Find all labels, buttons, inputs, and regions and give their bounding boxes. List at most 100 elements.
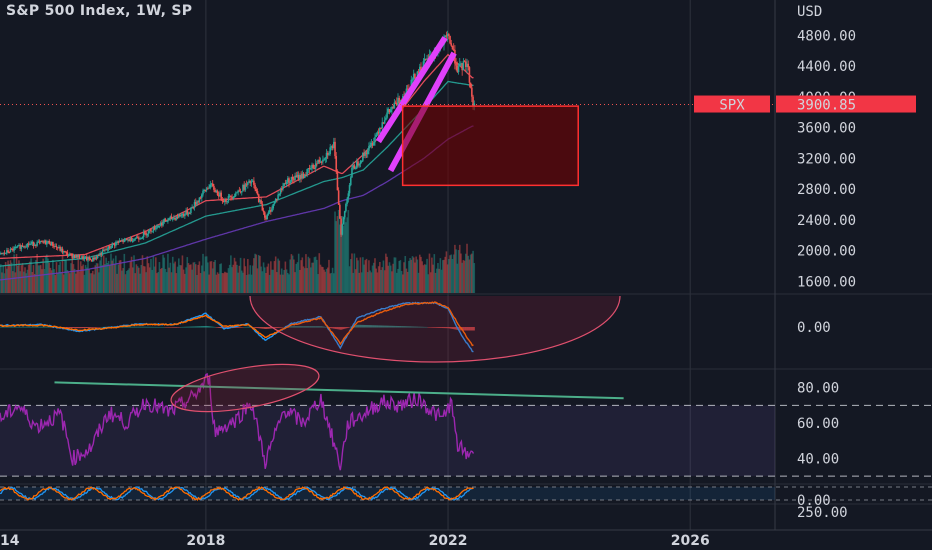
volume-bar xyxy=(36,253,38,293)
candle-body xyxy=(278,193,281,195)
macd-histogram-bar xyxy=(169,327,171,328)
macd-histogram-bar xyxy=(465,327,467,331)
volume-bar xyxy=(418,254,421,293)
candle-body xyxy=(85,256,88,261)
candle-body xyxy=(380,128,382,130)
volume-bar xyxy=(468,259,471,293)
candle-body xyxy=(216,190,219,196)
macd-histogram-bar xyxy=(334,327,336,329)
macd-histogram-bar xyxy=(333,327,335,329)
macd-histogram-bar xyxy=(381,325,383,328)
macd-histogram-bar xyxy=(312,326,314,328)
macd-histogram-bar xyxy=(12,326,14,328)
volume-bar xyxy=(265,272,267,293)
candle-body xyxy=(467,63,470,68)
macd-histogram-bar xyxy=(363,324,365,328)
candle-body xyxy=(163,219,166,222)
volume-bar xyxy=(144,266,146,293)
candle-body xyxy=(469,82,472,88)
macd-histogram-bar xyxy=(374,325,376,328)
volume-bar xyxy=(168,267,170,293)
macd-histogram-bar xyxy=(124,326,127,328)
volume-bar xyxy=(377,266,380,293)
macd-histogram-bar xyxy=(425,326,427,328)
volume-bar xyxy=(181,255,184,293)
y-tick-label: 60.00 xyxy=(797,416,839,432)
macd-histogram-bar xyxy=(277,327,279,328)
macd-histogram-bar xyxy=(216,327,219,328)
macd-histogram-bar xyxy=(290,326,293,328)
candle-body xyxy=(265,217,267,220)
volume-bar xyxy=(297,253,300,293)
volume-bar xyxy=(65,260,67,293)
candle-body xyxy=(374,137,376,143)
candle-body xyxy=(293,179,295,181)
candle-body xyxy=(333,141,335,149)
macd-macd-line xyxy=(0,301,474,353)
candle-body xyxy=(468,67,471,83)
macd-histogram-bar xyxy=(211,326,214,328)
candle-body xyxy=(290,176,293,182)
volume-bar xyxy=(4,262,7,293)
volume-bar xyxy=(426,258,428,293)
volume-bar xyxy=(433,254,436,293)
volume-bar xyxy=(363,264,365,293)
candle-body xyxy=(463,61,466,63)
volume-bar xyxy=(112,258,115,293)
volume-bar xyxy=(446,264,449,293)
macd-histogram-bar xyxy=(451,327,454,329)
candle-body xyxy=(331,146,334,149)
macd-histogram-bar xyxy=(310,326,312,328)
macd-histogram-bar xyxy=(198,326,200,328)
candle-body xyxy=(10,248,13,250)
candle-body xyxy=(259,200,261,203)
volume-bar xyxy=(242,272,244,293)
macd-histogram-bar xyxy=(209,326,211,328)
volume-bar xyxy=(262,262,265,293)
macd-histogram-bar xyxy=(70,327,72,329)
macd-histogram-bar xyxy=(257,327,260,329)
macd-histogram-bar xyxy=(422,326,425,328)
macd-histogram-bar xyxy=(469,327,472,331)
macd-histogram-bar xyxy=(420,326,422,328)
candle-body xyxy=(67,255,70,257)
candle-body xyxy=(296,174,299,178)
candle-body xyxy=(123,239,126,243)
candle-body xyxy=(395,102,398,106)
candle-body xyxy=(297,174,300,180)
y-tick-label: 0.00 xyxy=(797,493,831,509)
candle-body xyxy=(173,217,175,219)
volume-bar xyxy=(449,255,451,293)
candle-body xyxy=(165,220,168,222)
volume-bar xyxy=(207,262,209,293)
volume-bar xyxy=(472,250,474,293)
macd-histogram-bar xyxy=(256,327,259,329)
volume-bar xyxy=(1,272,3,293)
macd-histogram-bar xyxy=(176,327,179,328)
volume-bar xyxy=(256,268,259,293)
volume-bar xyxy=(92,270,94,293)
macd-histogram-bar xyxy=(180,326,182,328)
volume-bar xyxy=(16,265,19,293)
macd-histogram-bar xyxy=(142,326,145,328)
volume-bar xyxy=(208,274,210,293)
stoch-macd-line xyxy=(0,485,474,501)
macd-histogram-bar xyxy=(266,327,268,329)
macd-histogram-bar xyxy=(279,327,282,328)
volume-bar xyxy=(284,261,287,293)
volume-bar xyxy=(202,253,204,293)
volume-bar xyxy=(423,264,426,293)
candle-body xyxy=(76,254,78,258)
volume-bar xyxy=(285,269,288,293)
volume-bar xyxy=(210,261,213,293)
macd-histogram-bar xyxy=(282,327,284,328)
candle-body xyxy=(43,240,46,243)
macd-histogram-bar xyxy=(255,327,257,328)
volume-bar xyxy=(196,274,198,293)
macd-histogram-bar xyxy=(245,326,248,328)
volume-bar xyxy=(39,265,42,293)
candle-body xyxy=(418,66,421,72)
candle-body xyxy=(472,96,474,106)
volume-bar xyxy=(20,265,23,293)
